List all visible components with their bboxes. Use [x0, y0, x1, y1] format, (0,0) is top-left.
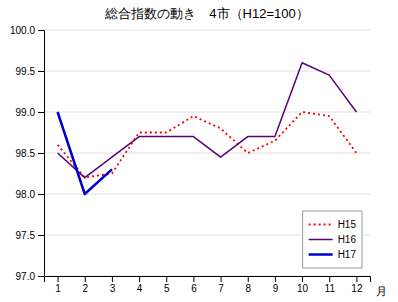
tick-label: 3 [110, 283, 116, 294]
y-grid [44, 30, 370, 276]
tick: 97.5 [16, 230, 44, 241]
tick-mark [248, 276, 249, 282]
x-axis: 123456789101112 [45, 276, 371, 294]
tick-label: 1 [55, 283, 61, 294]
tick-mark [38, 235, 44, 236]
series-line [58, 112, 112, 194]
tick: 5 [164, 276, 170, 294]
tick: 4 [137, 276, 143, 294]
grid-line [44, 30, 370, 31]
x-axis-label: 月 [376, 285, 387, 297]
tick-mark [38, 30, 44, 31]
tick-label: 99.5 [16, 66, 36, 77]
tick-label: 5 [164, 283, 170, 294]
tick-label: 6 [191, 283, 197, 294]
tick-mark [38, 112, 44, 113]
tick-mark [112, 276, 113, 282]
legend-item: H17 [309, 249, 357, 260]
tick-label: 97.5 [16, 230, 36, 241]
tick: 9 [273, 276, 279, 294]
legend-swatch [309, 253, 333, 256]
axis-line [38, 31, 45, 277]
legend-label: H17 [338, 249, 357, 260]
tick: 99.5 [16, 66, 44, 77]
tick: 8 [245, 276, 251, 294]
tick: 98.5 [16, 148, 44, 159]
tick-mark [275, 276, 276, 282]
tick: 11 [325, 276, 336, 294]
grid-line [44, 153, 370, 154]
tick: 12 [351, 276, 363, 294]
tick: 100.0 [10, 25, 44, 36]
axis-line [45, 277, 371, 283]
tick-mark [38, 153, 44, 154]
tick-mark [139, 276, 140, 282]
tick: 99.0 [16, 107, 44, 118]
tick: 98.0 [16, 189, 44, 200]
legend-swatch [309, 239, 333, 241]
lines [58, 63, 357, 194]
legend-label: H15 [338, 219, 357, 230]
legend-item: H16 [309, 234, 357, 245]
tick: 1 [55, 276, 61, 294]
tick-mark [85, 276, 86, 282]
tick-mark [38, 194, 44, 195]
chart: 12345678910111297.097.598.098.599.099.51… [0, 0, 398, 302]
tick-label: 12 [351, 283, 363, 294]
tick-label: 97.0 [16, 271, 36, 282]
tick: 6 [191, 276, 197, 294]
tick-mark [38, 71, 44, 72]
tick-mark [356, 276, 357, 282]
legend-box [303, 211, 362, 268]
tick-mark [329, 276, 330, 282]
tick-label: 98.0 [16, 189, 36, 200]
series-line [58, 112, 357, 178]
legend: H15 H16 H17 [303, 211, 362, 268]
tick: 97.0 [16, 271, 44, 282]
tick: 3 [110, 276, 116, 294]
tick-mark [221, 276, 222, 282]
tick-label: 4 [137, 283, 143, 294]
tick-mark [166, 276, 167, 282]
tick-label: 99.0 [16, 107, 36, 118]
tick-mark [58, 276, 59, 282]
tick: 10 [297, 276, 309, 294]
tick-mark [302, 276, 303, 282]
tick: 2 [82, 276, 88, 294]
tick-label: 7 [218, 283, 224, 294]
tick-mark [193, 276, 194, 282]
tick: 7 [218, 276, 224, 294]
y-axis: 97.0 97.5 98.0 98.5 99.0 99.5 100.0 [10, 25, 45, 282]
tick-label: 100.0 [10, 25, 35, 36]
tick-label: 98.5 [16, 148, 36, 159]
tick-label: 11 [325, 283, 336, 294]
grid-line [44, 194, 370, 195]
tick-label: 10 [297, 283, 309, 294]
tick-mark [38, 276, 44, 277]
legend-swatch [309, 224, 333, 226]
legend-item: H15 [309, 219, 357, 230]
series-line [58, 63, 357, 178]
legend-label: H16 [338, 234, 357, 245]
grid-line [44, 112, 370, 113]
tick-label: 9 [273, 283, 279, 294]
tick-label: 8 [245, 283, 251, 294]
tick-label: 2 [82, 283, 88, 294]
plot: 12345678910111297.097.598.098.599.099.51… [10, 25, 371, 294]
title: 総合指数の動き 4市（H12=100） [104, 6, 308, 21]
